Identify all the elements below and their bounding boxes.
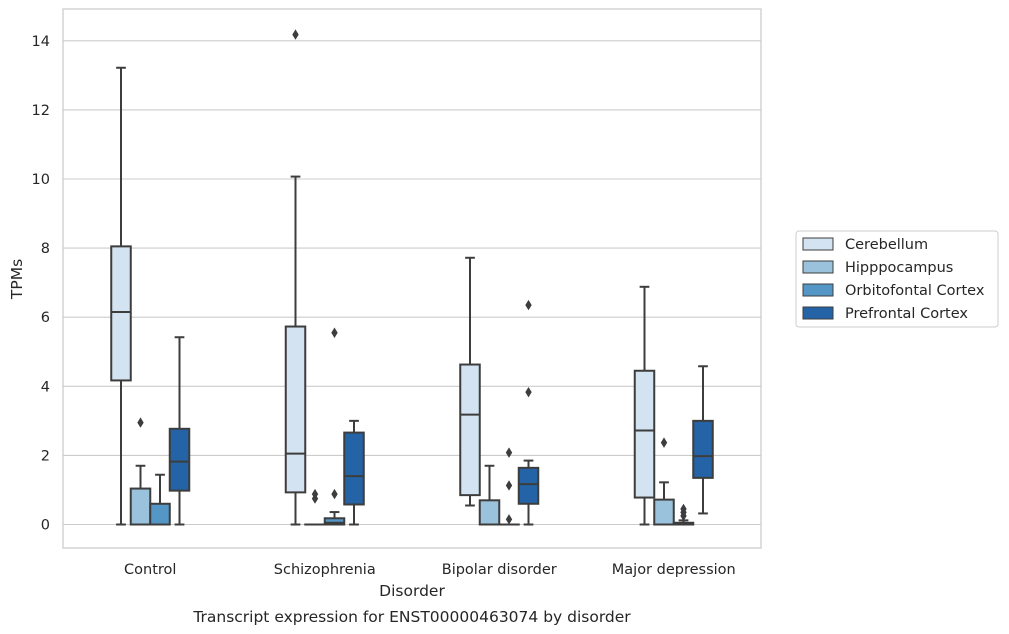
- box-body: [284, 325, 307, 494]
- outlier-point: [311, 493, 319, 504]
- box-orbitofontal-cortex: [498, 447, 520, 526]
- plot-background: [63, 9, 761, 548]
- box-body: [110, 245, 132, 382]
- box-prefrontal-cortex: [692, 365, 714, 515]
- box-prefrontal-cortex: [517, 299, 540, 526]
- box-hipppocampus: [653, 437, 675, 526]
- outlier-point: [525, 386, 532, 398]
- x-tick-label: Schizophrenia: [274, 562, 376, 578]
- outlier-point: [525, 299, 532, 311]
- outlier-point: [505, 514, 513, 525]
- box-prefrontal-cortex: [168, 336, 191, 526]
- box-body: [478, 499, 501, 526]
- box-body: [343, 431, 365, 506]
- outlier-point: [505, 480, 513, 491]
- y-tick-label: 8: [41, 241, 50, 257]
- outlier-point: [660, 437, 668, 448]
- box-body: [323, 517, 346, 526]
- x-tick-label: Control: [124, 562, 176, 578]
- y-tick-label: 4: [41, 379, 50, 395]
- y-tick-label: 14: [32, 34, 50, 50]
- box-body: [149, 502, 171, 526]
- legend-label: Orbitofontal Cortex: [845, 283, 985, 299]
- box-orbitofontal-cortex: [149, 473, 171, 526]
- legend-label: Cerebellum: [845, 237, 928, 253]
- x-tick-label: Bipolar disorder: [442, 562, 557, 578]
- y-tick-label: 0: [41, 518, 50, 534]
- legend-swatch: [802, 237, 834, 251]
- outlier-point: [331, 488, 338, 500]
- box-body: [459, 363, 481, 497]
- box-hipppocampus: [304, 488, 326, 526]
- box-cerebellum: [284, 29, 307, 526]
- figure-caption: Transcript expression for ENST0000046307…: [192, 608, 631, 626]
- box-cerebellum: [110, 66, 132, 526]
- legend-frame: [795, 230, 999, 328]
- outlier-point: [331, 327, 338, 338]
- legend-label: Hipppocampus: [845, 260, 953, 276]
- legend: Cerebellum Hipppocampus Orbitofontal Corte…: [795, 230, 999, 328]
- y-tick-label: 10: [32, 172, 50, 188]
- box-cerebellum: [633, 285, 656, 526]
- box-body: [692, 419, 714, 479]
- x-tick-label: Major depression: [612, 562, 736, 578]
- box-orbitofontal-cortex: [672, 503, 695, 526]
- y-axis-label: TPMs: [8, 259, 26, 300]
- box-hipppocampus: [478, 464, 501, 526]
- legend-swatch: [802, 283, 834, 297]
- x-tick-labels: Control Schizophrenia Bipolar disorder Majo…: [124, 562, 736, 578]
- box-orbitofontal-cortex: [323, 327, 346, 526]
- legend-label: Prefrontal Cortex: [845, 306, 968, 322]
- box-body: [168, 427, 191, 492]
- plot-frame: [62, 8, 762, 549]
- box-body: [653, 498, 675, 526]
- y-tick-label: 12: [32, 103, 50, 119]
- box-cerebellum: [459, 256, 481, 507]
- y-tick-labels: 0 2 4 6 8 10 12 14: [32, 34, 50, 534]
- legend-swatch: [802, 260, 834, 274]
- box-body: [517, 466, 540, 505]
- box-marks: [110, 29, 714, 526]
- x-axis-label: Disorder: [379, 582, 445, 600]
- box-hipppocampus: [129, 417, 152, 526]
- y-tick-label: 6: [41, 310, 50, 326]
- box-body: [129, 487, 152, 526]
- y-tick-label: 2: [41, 448, 50, 464]
- outlier-point: [505, 447, 513, 458]
- outlier-point: [137, 417, 144, 428]
- legend-swatch: [802, 306, 834, 320]
- box-body: [633, 369, 656, 499]
- outlier-point: [680, 503, 687, 515]
- outlier-point: [292, 29, 299, 40]
- box-prefrontal-cortex: [343, 419, 365, 526]
